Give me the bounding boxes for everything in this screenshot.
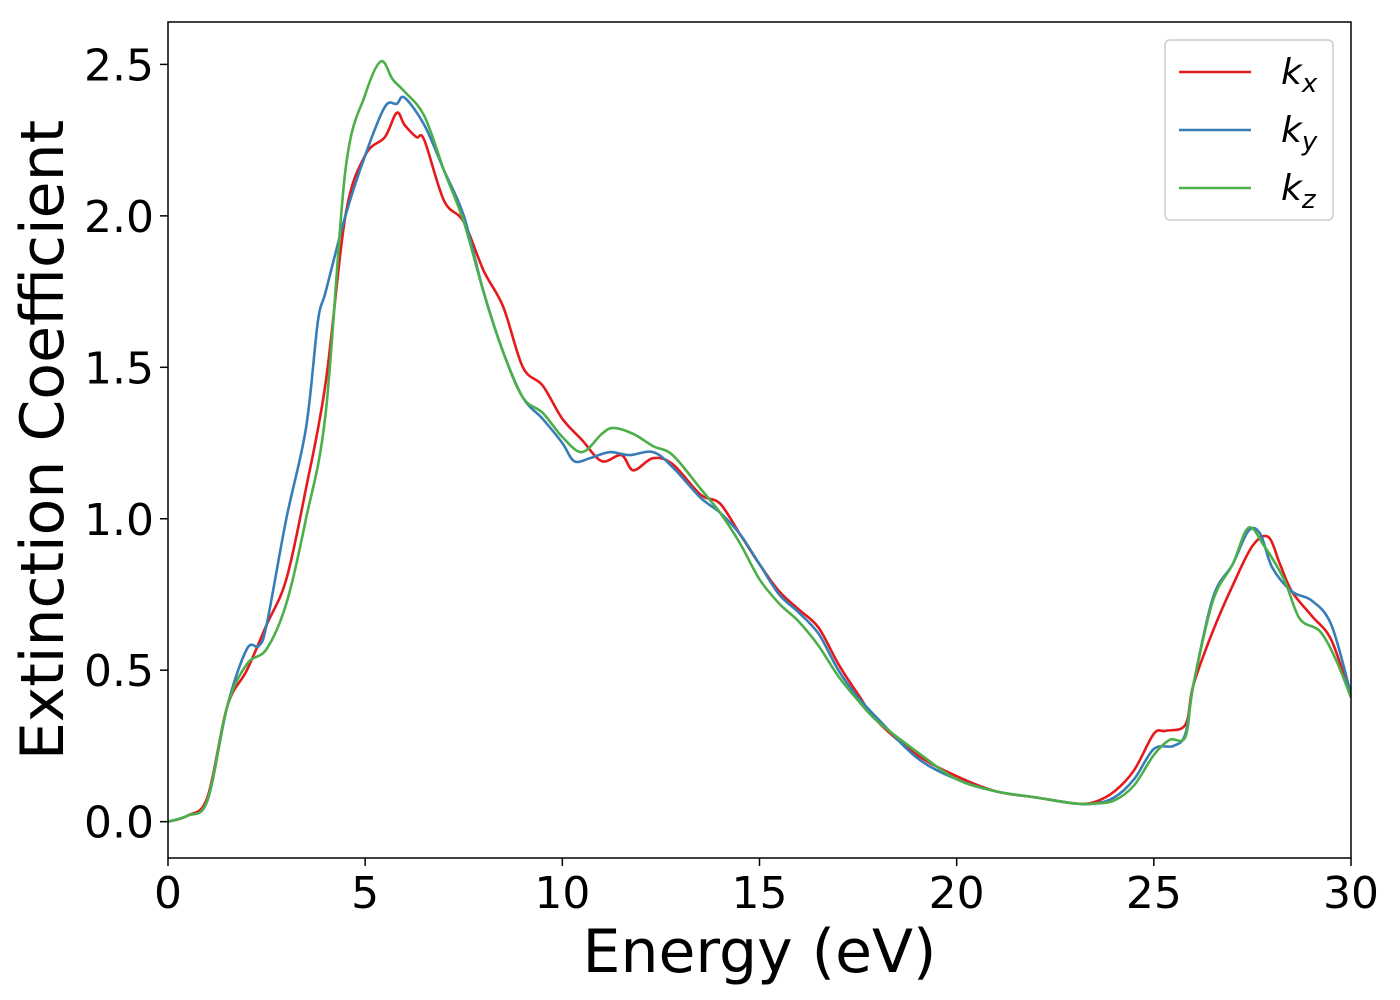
y-axis-title: Extinction Coefficient — [8, 120, 78, 760]
y-tick-label: 1.5 — [84, 343, 154, 394]
legend-label-kx: kx — [1281, 52, 1318, 99]
legend: kx ky kz — [1164, 39, 1334, 221]
x-tick-label: 5 — [351, 868, 379, 919]
series-layer — [168, 59, 1351, 823]
x-axis-title: Energy (eV) — [583, 917, 937, 987]
y-tick-label: 1.0 — [84, 495, 154, 546]
y-tick-label: 0.0 — [84, 798, 154, 849]
x-tick-label: 15 — [732, 868, 788, 919]
x-tick-label: 10 — [534, 868, 590, 919]
legend-label-ky: ky — [1281, 110, 1318, 157]
series-line-kz — [168, 59, 1351, 823]
x-tick-label: 30 — [1323, 868, 1379, 919]
y-tick-label: 0.5 — [84, 646, 154, 697]
legend-label-kz: kz — [1281, 168, 1317, 215]
y-axis-ticks: 0.0 0.5 1.0 1.5 2.0 2.5 — [84, 40, 168, 849]
y-tick-label: 2.0 — [84, 192, 154, 243]
x-axis-ticks: 0 5 10 15 20 25 30 — [154, 858, 1379, 919]
x-tick-label: 20 — [929, 868, 985, 919]
x-tick-label: 25 — [1126, 868, 1182, 919]
y-tick-label: 2.5 — [84, 40, 154, 91]
x-tick-label: 0 — [154, 868, 182, 919]
